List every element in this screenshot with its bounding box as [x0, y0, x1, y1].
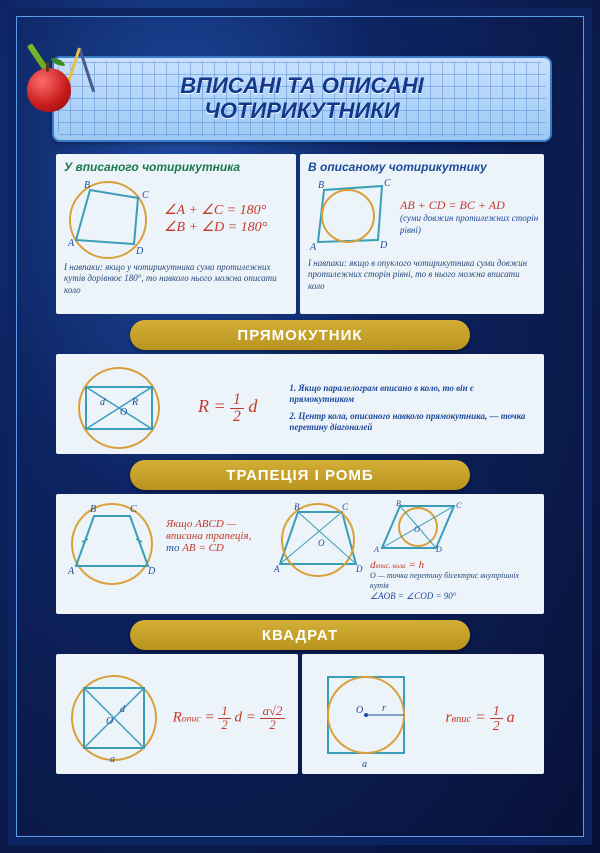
svg-text:C: C — [142, 190, 149, 201]
svg-text:A: A — [67, 238, 75, 249]
poster-root: ВПИСАНІ ТА ОПИСАНІ ЧОТИРИКУТНИКИ У вписа… — [0, 0, 600, 853]
card1-formula1: ∠A + ∠C = 180° — [164, 202, 292, 219]
card3-formula: R = 12 d — [178, 392, 277, 424]
diagram-circumscribed-quad: A B C D — [304, 176, 394, 258]
card2-title: В описаному чотирикутнику — [300, 154, 544, 176]
card2-body: І навпаки: якщо в опуклого чотирикутника… — [300, 258, 544, 292]
svg-text:a: a — [362, 759, 367, 770]
section-trapezoid-rhombus: ТРАПЕЦІЯ І РОМБ — [130, 460, 470, 490]
title-line2: ЧОТИРИКУТНИКИ — [204, 98, 399, 123]
svg-text:D: D — [355, 564, 363, 574]
diagram-square-in-circle: O d a — [64, 668, 164, 768]
diagram-rhombus-inscribed: A B C D O — [370, 498, 466, 554]
svg-text:O: O — [120, 407, 127, 418]
svg-text:B: B — [84, 180, 90, 191]
card5-formula: Rопис = 12 d = a√22 — [168, 705, 290, 732]
page-title: ВПИСАНІ ТА ОПИСАНІ ЧОТИРИКУТНИКИ — [180, 74, 423, 123]
section-square: КВАДРАТ — [130, 620, 470, 650]
svg-text:r: r — [382, 703, 386, 714]
svg-text:D: D — [435, 545, 442, 554]
svg-text:A: A — [67, 566, 75, 577]
svg-text:O: O — [106, 716, 113, 727]
card4-right-formula: dвпис. кола = h — [370, 559, 538, 571]
diagram-inscribed-quad: A B C D — [60, 176, 156, 262]
title-line1: ВПИСАНІ ТА ОПИСАНІ — [180, 73, 423, 98]
card-square-r: O r a rвпис = 12 a — [302, 654, 544, 774]
card3-line1: 1. Якщо паралелограм вписано в коло, то … — [281, 383, 536, 406]
apple-icon — [27, 68, 71, 112]
svg-text:C: C — [130, 504, 137, 515]
card4-right-text1: O — точка перетину бісектрис внутрішніх … — [370, 571, 538, 591]
section-rectangle: ПРЯМОКУТНИК — [130, 320, 470, 350]
svg-text:A: A — [273, 564, 280, 574]
svg-text:B: B — [90, 504, 96, 515]
card-rectangle: d O R R = 12 d 1. Якщо паралелограм впис… — [56, 354, 544, 454]
card-circumscribed-quad: В описаному чотирикутнику A B C D AB + C… — [300, 154, 544, 314]
card-trapezoid-rhombus: A B C D Якщо ABCD — вписана трапеція, то… — [56, 494, 544, 614]
card1-title: У вписаного чотирикутника — [56, 154, 296, 176]
card3-line2: 2. Центр кола, описаного навколо прямоку… — [281, 411, 536, 434]
card-square-R: O d a Rопис = 12 d = a√22 — [56, 654, 298, 774]
card1-body: І навпаки: якщо у чотирикутника сума про… — [56, 262, 296, 296]
svg-text:D: D — [147, 566, 156, 577]
svg-text:D: D — [379, 240, 388, 251]
svg-text:B: B — [318, 180, 324, 191]
card2-note: (суми довжин протилежних сторін рівні) — [400, 213, 540, 236]
svg-text:C: C — [384, 178, 391, 189]
svg-text:O: O — [356, 705, 363, 716]
svg-text:B: B — [294, 502, 300, 512]
card4-right-text2: ∠AOB = ∠COD = 90° — [370, 591, 538, 602]
svg-text:R: R — [131, 397, 138, 408]
card2-formula: AB + CD = BC + AD — [400, 198, 540, 213]
svg-text:A: A — [309, 242, 317, 253]
svg-text:O: O — [318, 538, 325, 548]
card1-formula2: ∠B + ∠D = 180° — [164, 219, 292, 236]
diagram-trapezoid-diagonals: A B C D O — [270, 498, 366, 582]
svg-text:A: A — [373, 545, 379, 554]
card-inscribed-quad: У вписаного чотирикутника A B C D ∠A + ∠… — [56, 154, 296, 314]
header-band: ВПИСАНІ ТА ОПИСАНІ ЧОТИРИКУТНИКИ — [52, 56, 552, 142]
svg-text:O: O — [414, 525, 420, 534]
svg-text:B: B — [396, 499, 401, 508]
svg-text:a: a — [110, 754, 115, 765]
diagram-circle-in-square: O r a — [310, 663, 420, 773]
card6-formula: rвпис = 12 a — [424, 704, 536, 732]
svg-text:C: C — [456, 501, 462, 510]
svg-text:D: D — [135, 246, 144, 257]
diagram-rect-in-circle: d O R — [64, 363, 174, 453]
svg-text:C: C — [342, 502, 349, 512]
svg-text:d: d — [120, 704, 126, 715]
diagram-trapezoid-in-circle: A B C D — [62, 498, 162, 588]
card4-left-text: Якщо ABCD — вписана трапеція, то AB = CD — [166, 518, 266, 554]
